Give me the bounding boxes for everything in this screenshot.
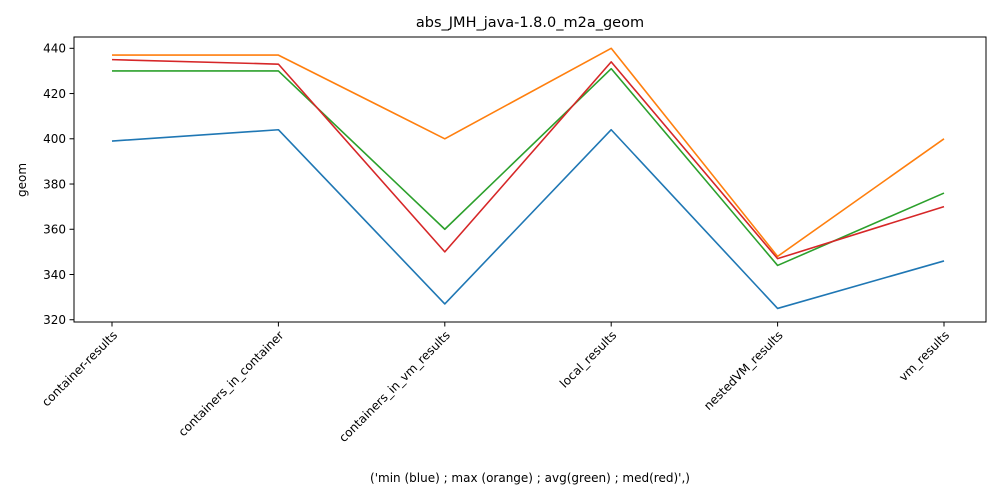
y-tick-label: 400 [43,132,66,146]
series-line-2 [112,67,945,267]
y-axis-label: geom [15,163,29,197]
y-tick-label: 340 [43,268,66,282]
y-tick-label: 440 [43,42,66,56]
series-line-1 [112,47,945,258]
series-line-0 [111,128,945,310]
y-tick-label: 360 [43,223,66,237]
x-axis-label: ('min (blue) ; max (orange) ; avg(green)… [370,471,690,485]
y-tick-label: 380 [43,177,66,191]
chart-title: abs_JMH_java-1.8.0_m2a_geom [416,15,644,31]
series-layer [111,47,945,310]
y-tick-label: 320 [43,313,66,327]
y-tick-label: 420 [43,87,66,101]
series-line-3 [111,58,945,260]
plot-frame [73,36,987,323]
